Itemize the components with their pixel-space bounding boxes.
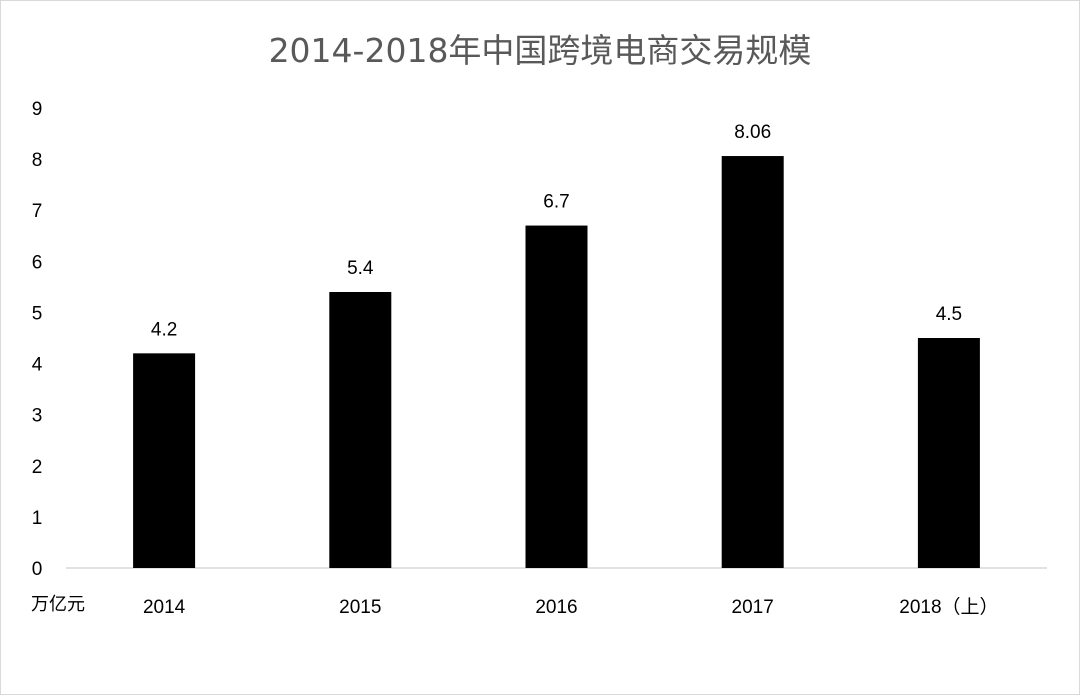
y-tick-label: 1 <box>32 508 43 529</box>
bar <box>133 353 196 568</box>
bar-value-label: 4.2 <box>151 319 177 340</box>
bar <box>329 292 392 568</box>
data-labels: 4.2 5.4 6.7 8.06 4.5 <box>151 122 962 340</box>
bar-value-label: 4.5 <box>936 304 962 325</box>
bar <box>525 225 588 569</box>
bar-value-label: 6.7 <box>543 192 569 213</box>
x-tick-label: 2017 <box>732 597 774 618</box>
y-tick-label: 3 <box>32 406 43 427</box>
x-tick-label: 2016 <box>535 597 577 618</box>
x-tick-label: 2014 <box>143 597 186 618</box>
bar-series <box>133 156 980 569</box>
y-tick-label: 2 <box>32 457 43 478</box>
y-tick-label: 6 <box>32 252 43 273</box>
bar-value-label: 8.06 <box>734 122 771 143</box>
chart-title: 2014-2018年中国跨境电商交易规模 <box>269 31 812 70</box>
y-tick-label: 7 <box>32 201 43 222</box>
y-tick-label: 4 <box>32 355 43 376</box>
y-tick-label: 0 <box>32 559 43 580</box>
x-axis-labels: 2014 2015 2016 2017 2018（上） <box>143 596 999 618</box>
y-tick-label: 9 <box>32 99 43 120</box>
y-tick-label: 8 <box>32 150 43 171</box>
x-tick-label: 2018（上） <box>899 596 998 618</box>
y-axis-unit-label: 万亿元 <box>31 594 85 615</box>
bar <box>917 338 980 568</box>
bar-value-label: 5.4 <box>347 258 374 279</box>
bar <box>721 156 784 569</box>
x-tick-label: 2015 <box>339 597 381 618</box>
y-axis-ticks: 0 1 2 3 4 5 6 7 8 9 <box>32 99 43 580</box>
y-tick-label: 5 <box>32 303 43 324</box>
